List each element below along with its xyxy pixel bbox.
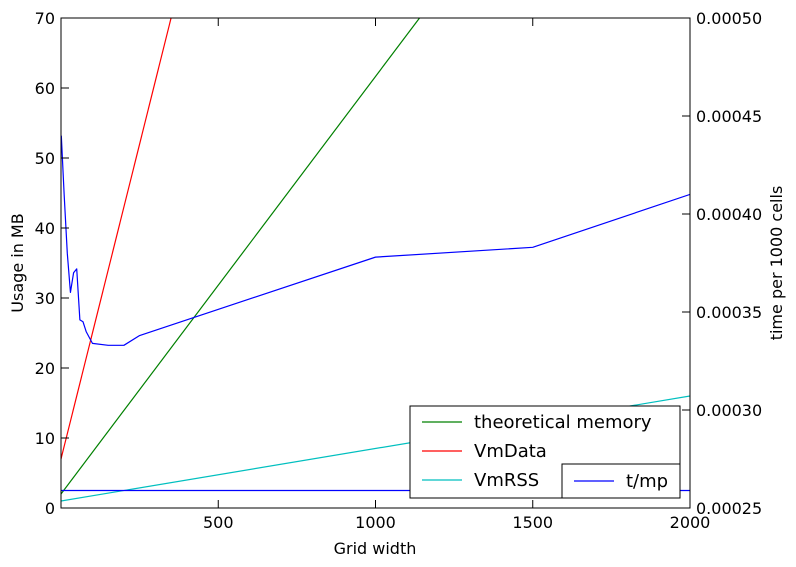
x-tick-label: 1500	[512, 513, 553, 532]
y-right-tick-label: 0.00045	[696, 107, 762, 126]
y-right-tick-label: 0.00035	[696, 303, 762, 322]
x-tick-label: 1000	[355, 513, 396, 532]
y-left-tick-label: 50	[35, 149, 55, 168]
y-left-tick-label: 10	[35, 429, 55, 448]
y-right-tick-label: 0.00040	[696, 205, 762, 224]
legend-label-t-mp: t/mp	[626, 471, 668, 492]
x-tick-label: 500	[203, 513, 234, 532]
tick-layer: 500 1000 1500 2000 0 10 20 30 40 50 60 70 0.00025 0.0…	[35, 9, 763, 532]
y-left-tick-label: 40	[35, 219, 55, 238]
y-right-tick-label: 0.00050	[696, 9, 762, 28]
x-axis-title: Grid width	[334, 539, 417, 558]
y-left-tick-label: 0	[45, 499, 55, 518]
y-left-tick-label: 70	[35, 9, 55, 28]
series-line-vmdata	[61, 18, 172, 460]
legend-timing: t/mp	[561, 463, 681, 499]
y-left-tick-label: 30	[35, 289, 55, 308]
legend-label-vmdata: VmData	[474, 441, 547, 462]
series-line-t-mp	[61, 135, 690, 346]
legend-label-theoretical-memory: theoretical memory	[474, 412, 652, 433]
y-right-axis-title: time per 1000 cells	[767, 186, 786, 341]
legend-label-vmrss: VmRSS	[474, 470, 539, 491]
y-left-tick-label: 60	[35, 79, 55, 98]
y-left-tick-label: 20	[35, 359, 55, 378]
y-right-tick-label: 0.00030	[696, 401, 762, 420]
series-line-theoretical-memory	[61, 18, 421, 495]
y-right-tick-label: 0.00025	[696, 499, 762, 518]
y-left-axis-title: Usage in MB	[8, 213, 27, 312]
x-tick-label: 2000	[670, 513, 711, 532]
